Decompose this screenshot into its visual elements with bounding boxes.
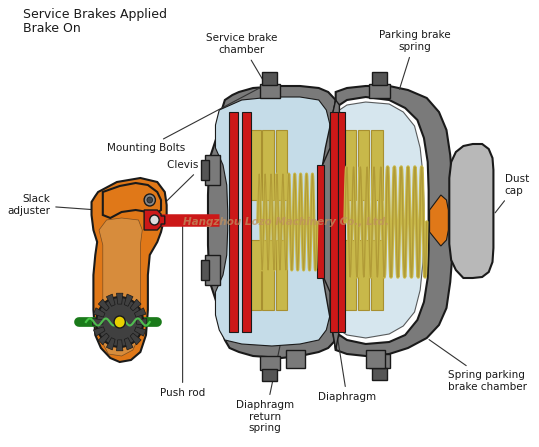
Polygon shape <box>144 210 165 230</box>
Polygon shape <box>262 369 278 381</box>
Polygon shape <box>369 84 390 98</box>
Polygon shape <box>106 337 115 350</box>
Text: Dust
cap: Dust cap <box>495 174 529 213</box>
Text: Slack
adjuster: Slack adjuster <box>7 194 95 216</box>
Text: Hangzhou Lozo Machinery Co., Ltd.: Hangzhou Lozo Machinery Co., Ltd. <box>183 217 389 227</box>
Polygon shape <box>369 354 390 368</box>
Polygon shape <box>275 240 287 310</box>
Text: Service brake
chamber: Service brake chamber <box>206 34 278 93</box>
Text: Parking brake
spring: Parking brake spring <box>379 30 451 89</box>
Polygon shape <box>134 327 146 336</box>
Polygon shape <box>371 240 383 310</box>
Polygon shape <box>340 102 424 338</box>
Polygon shape <box>366 350 384 368</box>
Polygon shape <box>130 299 141 311</box>
Polygon shape <box>216 97 330 346</box>
Polygon shape <box>202 160 209 180</box>
Text: Mounting Bolts: Mounting Bolts <box>107 85 265 153</box>
Polygon shape <box>98 333 109 345</box>
Text: Push rod: Push rod <box>160 223 205 398</box>
Polygon shape <box>208 86 337 358</box>
Polygon shape <box>205 255 220 285</box>
Polygon shape <box>336 86 452 356</box>
Polygon shape <box>116 340 123 351</box>
Polygon shape <box>229 112 238 332</box>
Polygon shape <box>125 294 133 306</box>
Polygon shape <box>318 100 340 350</box>
Polygon shape <box>92 178 167 362</box>
Polygon shape <box>321 100 336 350</box>
Polygon shape <box>450 144 493 278</box>
Polygon shape <box>99 218 142 356</box>
Polygon shape <box>93 319 103 325</box>
Polygon shape <box>103 183 161 218</box>
Text: Service Brakes Applied: Service Brakes Applied <box>23 8 167 21</box>
Polygon shape <box>330 112 337 332</box>
Polygon shape <box>345 130 356 200</box>
Text: Spring parking
brake chamber: Spring parking brake chamber <box>429 340 527 392</box>
Polygon shape <box>317 165 324 278</box>
Polygon shape <box>249 130 260 200</box>
Text: Diaphragm
return
spring: Diaphragm return spring <box>236 298 294 433</box>
Polygon shape <box>106 294 115 306</box>
Polygon shape <box>358 130 369 200</box>
Circle shape <box>144 194 155 206</box>
Text: Diaphragm: Diaphragm <box>318 311 376 402</box>
Polygon shape <box>136 319 147 325</box>
Polygon shape <box>125 337 133 350</box>
Polygon shape <box>372 368 388 380</box>
Polygon shape <box>260 84 280 98</box>
Polygon shape <box>249 240 260 310</box>
Polygon shape <box>134 308 146 317</box>
Polygon shape <box>202 260 209 280</box>
Polygon shape <box>358 240 369 310</box>
Polygon shape <box>262 72 278 85</box>
Polygon shape <box>286 350 305 368</box>
Polygon shape <box>242 112 251 332</box>
Circle shape <box>150 215 159 225</box>
Polygon shape <box>260 356 280 370</box>
Polygon shape <box>93 327 105 336</box>
Polygon shape <box>205 155 220 185</box>
Polygon shape <box>371 130 383 200</box>
Polygon shape <box>372 72 388 85</box>
Circle shape <box>147 197 153 203</box>
Polygon shape <box>262 130 274 200</box>
Text: Clevis and pin: Clevis and pin <box>156 160 240 211</box>
Polygon shape <box>98 299 109 311</box>
Polygon shape <box>93 308 105 317</box>
Polygon shape <box>275 130 287 200</box>
Polygon shape <box>337 112 345 332</box>
Polygon shape <box>345 240 356 310</box>
Polygon shape <box>430 195 448 246</box>
Polygon shape <box>116 293 123 304</box>
Polygon shape <box>262 240 274 310</box>
Circle shape <box>114 316 126 328</box>
Text: Brake On: Brake On <box>23 22 81 35</box>
Polygon shape <box>130 333 141 345</box>
Circle shape <box>96 297 143 347</box>
